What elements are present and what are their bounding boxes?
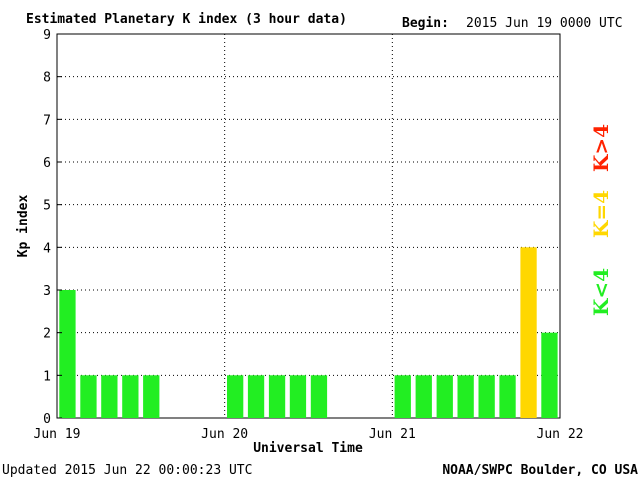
kp-bar: [457, 375, 474, 418]
legend-below: K<4: [589, 268, 613, 316]
y-axis-label: Kp index: [16, 195, 31, 258]
y-tick-label: 8: [43, 71, 51, 86]
kp-bar: [59, 290, 76, 418]
plot-frame: [56, 33, 561, 419]
kp-bar: [499, 375, 516, 418]
y-tick-label: 1: [43, 369, 51, 384]
begin-value: 2015 Jun 19 0000 UTC: [466, 16, 623, 31]
bars: [59, 247, 558, 418]
kp-bar: [143, 375, 160, 418]
y-tick-label: 9: [43, 28, 51, 43]
kp-bar: [394, 375, 411, 418]
kp-bar: [122, 375, 139, 418]
y-tick-label: 5: [43, 199, 51, 214]
y-tick-label: 7: [43, 113, 51, 128]
updated-text: Updated 2015 Jun 22 00:00:23 UTC: [2, 463, 252, 478]
kp-bar: [520, 247, 537, 418]
gridlines: [57, 34, 560, 418]
y-tick-label: 6: [43, 156, 51, 171]
kp-bar: [415, 375, 432, 418]
kp-bar: [541, 332, 558, 418]
y-tick-label: 4: [43, 241, 51, 256]
kp-bar: [478, 375, 495, 418]
kp-bar: [289, 375, 307, 418]
x-axis-label: Universal Time: [253, 441, 363, 456]
kp-bar: [268, 375, 286, 418]
x-tick-label: Jun 20: [201, 427, 248, 442]
x-tick-label: Jun 22: [537, 427, 584, 442]
kp-bar: [101, 375, 118, 418]
kp-bar: [80, 375, 97, 418]
legend-above: K>4: [589, 124, 613, 172]
y-tick-label: 2: [43, 327, 51, 342]
y-tick-labels: 0 1 2 3 4 5 6 7 8 9: [43, 28, 62, 427]
kp-bar: [247, 375, 265, 418]
kp-bar: [436, 375, 453, 418]
x-tick-label: Jun 19: [34, 427, 81, 442]
legend-equal: K=4: [589, 190, 613, 238]
begin-label: Begin:: [402, 16, 449, 31]
kp-bar: [310, 375, 328, 418]
y-tick-label: 3: [43, 284, 51, 299]
y-tick-label: 0: [43, 412, 51, 427]
x-tick-labels: Jun 19 Jun 20 Jun 21 Jun 22: [34, 427, 584, 442]
source-text: NOAA/SWPC Boulder, CO USA: [442, 463, 638, 478]
x-tick-label: Jun 21: [369, 427, 416, 442]
chart-title: Estimated Planetary K index (3 hour data…: [26, 12, 347, 27]
kp-bar: [227, 375, 244, 418]
